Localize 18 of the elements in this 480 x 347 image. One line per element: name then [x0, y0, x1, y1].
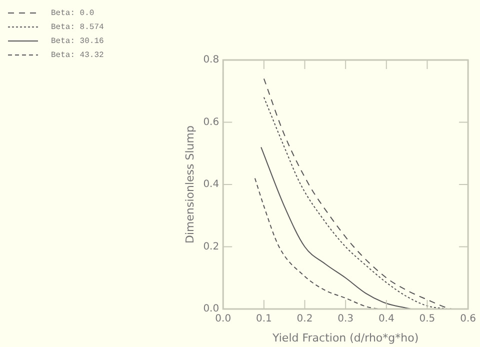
legend-label: Beta: 8.574: [51, 23, 104, 32]
legend-label: Beta: 30.16: [51, 37, 104, 46]
x-tick-label: 0.4: [378, 314, 394, 325]
x-tick-label: 0.5: [419, 314, 436, 325]
y-tick-label: 0.2: [203, 241, 220, 252]
x-tick-label: 0.0: [215, 314, 232, 325]
x-axis-title: Yield Fraction (d/rho*g*ho): [272, 331, 419, 344]
legend-label: Beta: 0.0: [51, 9, 94, 18]
x-tick-label: 0.3: [338, 314, 354, 325]
y-tick-label: 0.8: [203, 54, 220, 66]
x-tick-label: 0.1: [256, 314, 272, 325]
x-tick-label: 0.6: [460, 314, 476, 325]
y-axis-title: Dimensionless Slump: [183, 126, 196, 244]
y-tick-label: 0.0: [203, 304, 220, 315]
x-tick-label: 0.2: [296, 314, 313, 325]
y-tick-label: 0.4: [203, 179, 220, 190]
legend-label: Beta: 43.32: [51, 51, 104, 60]
y-tick-label: 0.6: [203, 116, 220, 128]
